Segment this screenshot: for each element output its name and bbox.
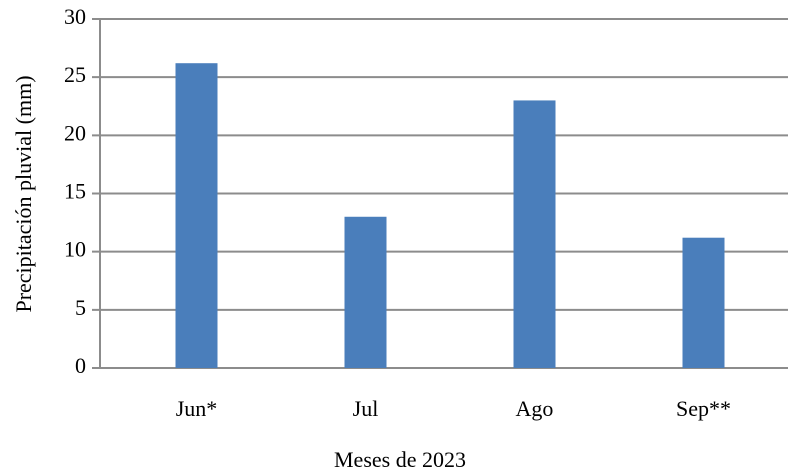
y-tick-label: 30 xyxy=(64,4,86,29)
x-axis-title: Meses de 2023 xyxy=(334,447,466,472)
x-tick-label: Jun* xyxy=(176,396,218,421)
y-tick-label: 20 xyxy=(64,120,86,145)
y-tick-label: 15 xyxy=(64,179,86,204)
bar xyxy=(175,63,218,368)
y-tick-label: 0 xyxy=(75,353,86,378)
x-tick-label: Jul xyxy=(353,396,379,421)
y-tick-label: 25 xyxy=(64,62,86,87)
x-tick-label: Sep** xyxy=(676,396,731,421)
x-tick-label: Ago xyxy=(516,396,554,421)
y-tick-label: 10 xyxy=(64,237,86,262)
bar xyxy=(682,237,725,368)
bar xyxy=(344,216,387,368)
bar xyxy=(513,100,556,368)
y-axis-title: Precipitación pluvial (mm) xyxy=(11,75,36,312)
y-tick-label: 5 xyxy=(75,295,86,320)
